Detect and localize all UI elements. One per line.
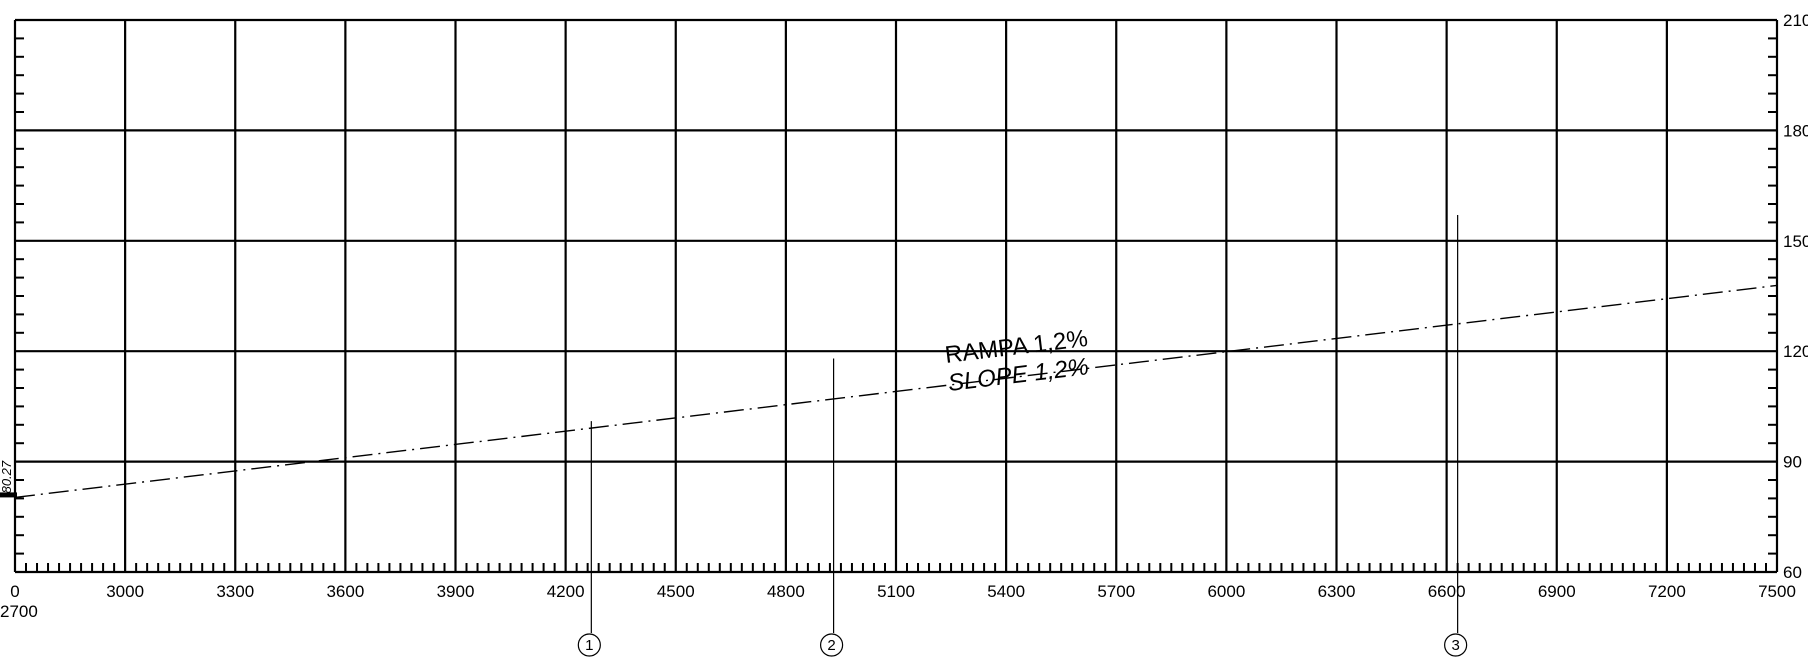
y-tick-label: 90	[1783, 453, 1802, 472]
y-tick-label: 150	[1783, 232, 1808, 251]
x-tick-label: 5100	[877, 582, 915, 601]
y-tick-label: 120	[1783, 342, 1808, 361]
x-tick-label: 5400	[987, 582, 1025, 601]
x-tick-label: 6000	[1207, 582, 1245, 601]
x-tick-label: 3000	[106, 582, 144, 601]
x-tick-label: 5700	[1097, 582, 1135, 601]
slope-line	[14, 284, 1778, 499]
marker-number-3: 3	[1451, 637, 1459, 654]
y-tick-label: 180	[1783, 121, 1808, 140]
marker-number-1: 1	[585, 637, 593, 654]
series	[0, 284, 1778, 499]
x-tick-label: 3600	[326, 582, 364, 601]
marker-circle-1	[577, 633, 601, 657]
markers: 1 2 3	[577, 215, 1468, 657]
marker-circle-3	[1444, 633, 1468, 657]
x-tick-label: 3300	[216, 582, 254, 601]
marker-circle-2	[819, 633, 844, 657]
x-tick-label: 6600	[1428, 582, 1466, 601]
x-tick-label: 4500	[657, 582, 695, 601]
x-tick-label: 3900	[437, 582, 475, 601]
y-tick-label: 60	[1783, 563, 1802, 582]
x-origin-value-label: 2700	[0, 602, 38, 621]
grid	[13, 18, 1779, 574]
x-tick-label: 7200	[1648, 582, 1686, 601]
x-tick-label: 6900	[1538, 582, 1576, 601]
x-tick-label: 7500	[1758, 582, 1796, 601]
y-tick-label: 210	[1783, 11, 1808, 30]
x-tick-label: 6300	[1318, 582, 1356, 601]
x-tick-label: 4800	[767, 582, 805, 601]
start-value-label: 80.27	[0, 460, 14, 493]
labels: 3000 3300 3600 3900 4200 4500 4800 5100 5400 5700…	[0, 11, 1808, 621]
x-tick-label: 4200	[547, 582, 585, 601]
x-origin-station-label: 0	[10, 582, 19, 601]
start-marker	[0, 492, 17, 498]
marker-number-2: 2	[827, 637, 835, 654]
